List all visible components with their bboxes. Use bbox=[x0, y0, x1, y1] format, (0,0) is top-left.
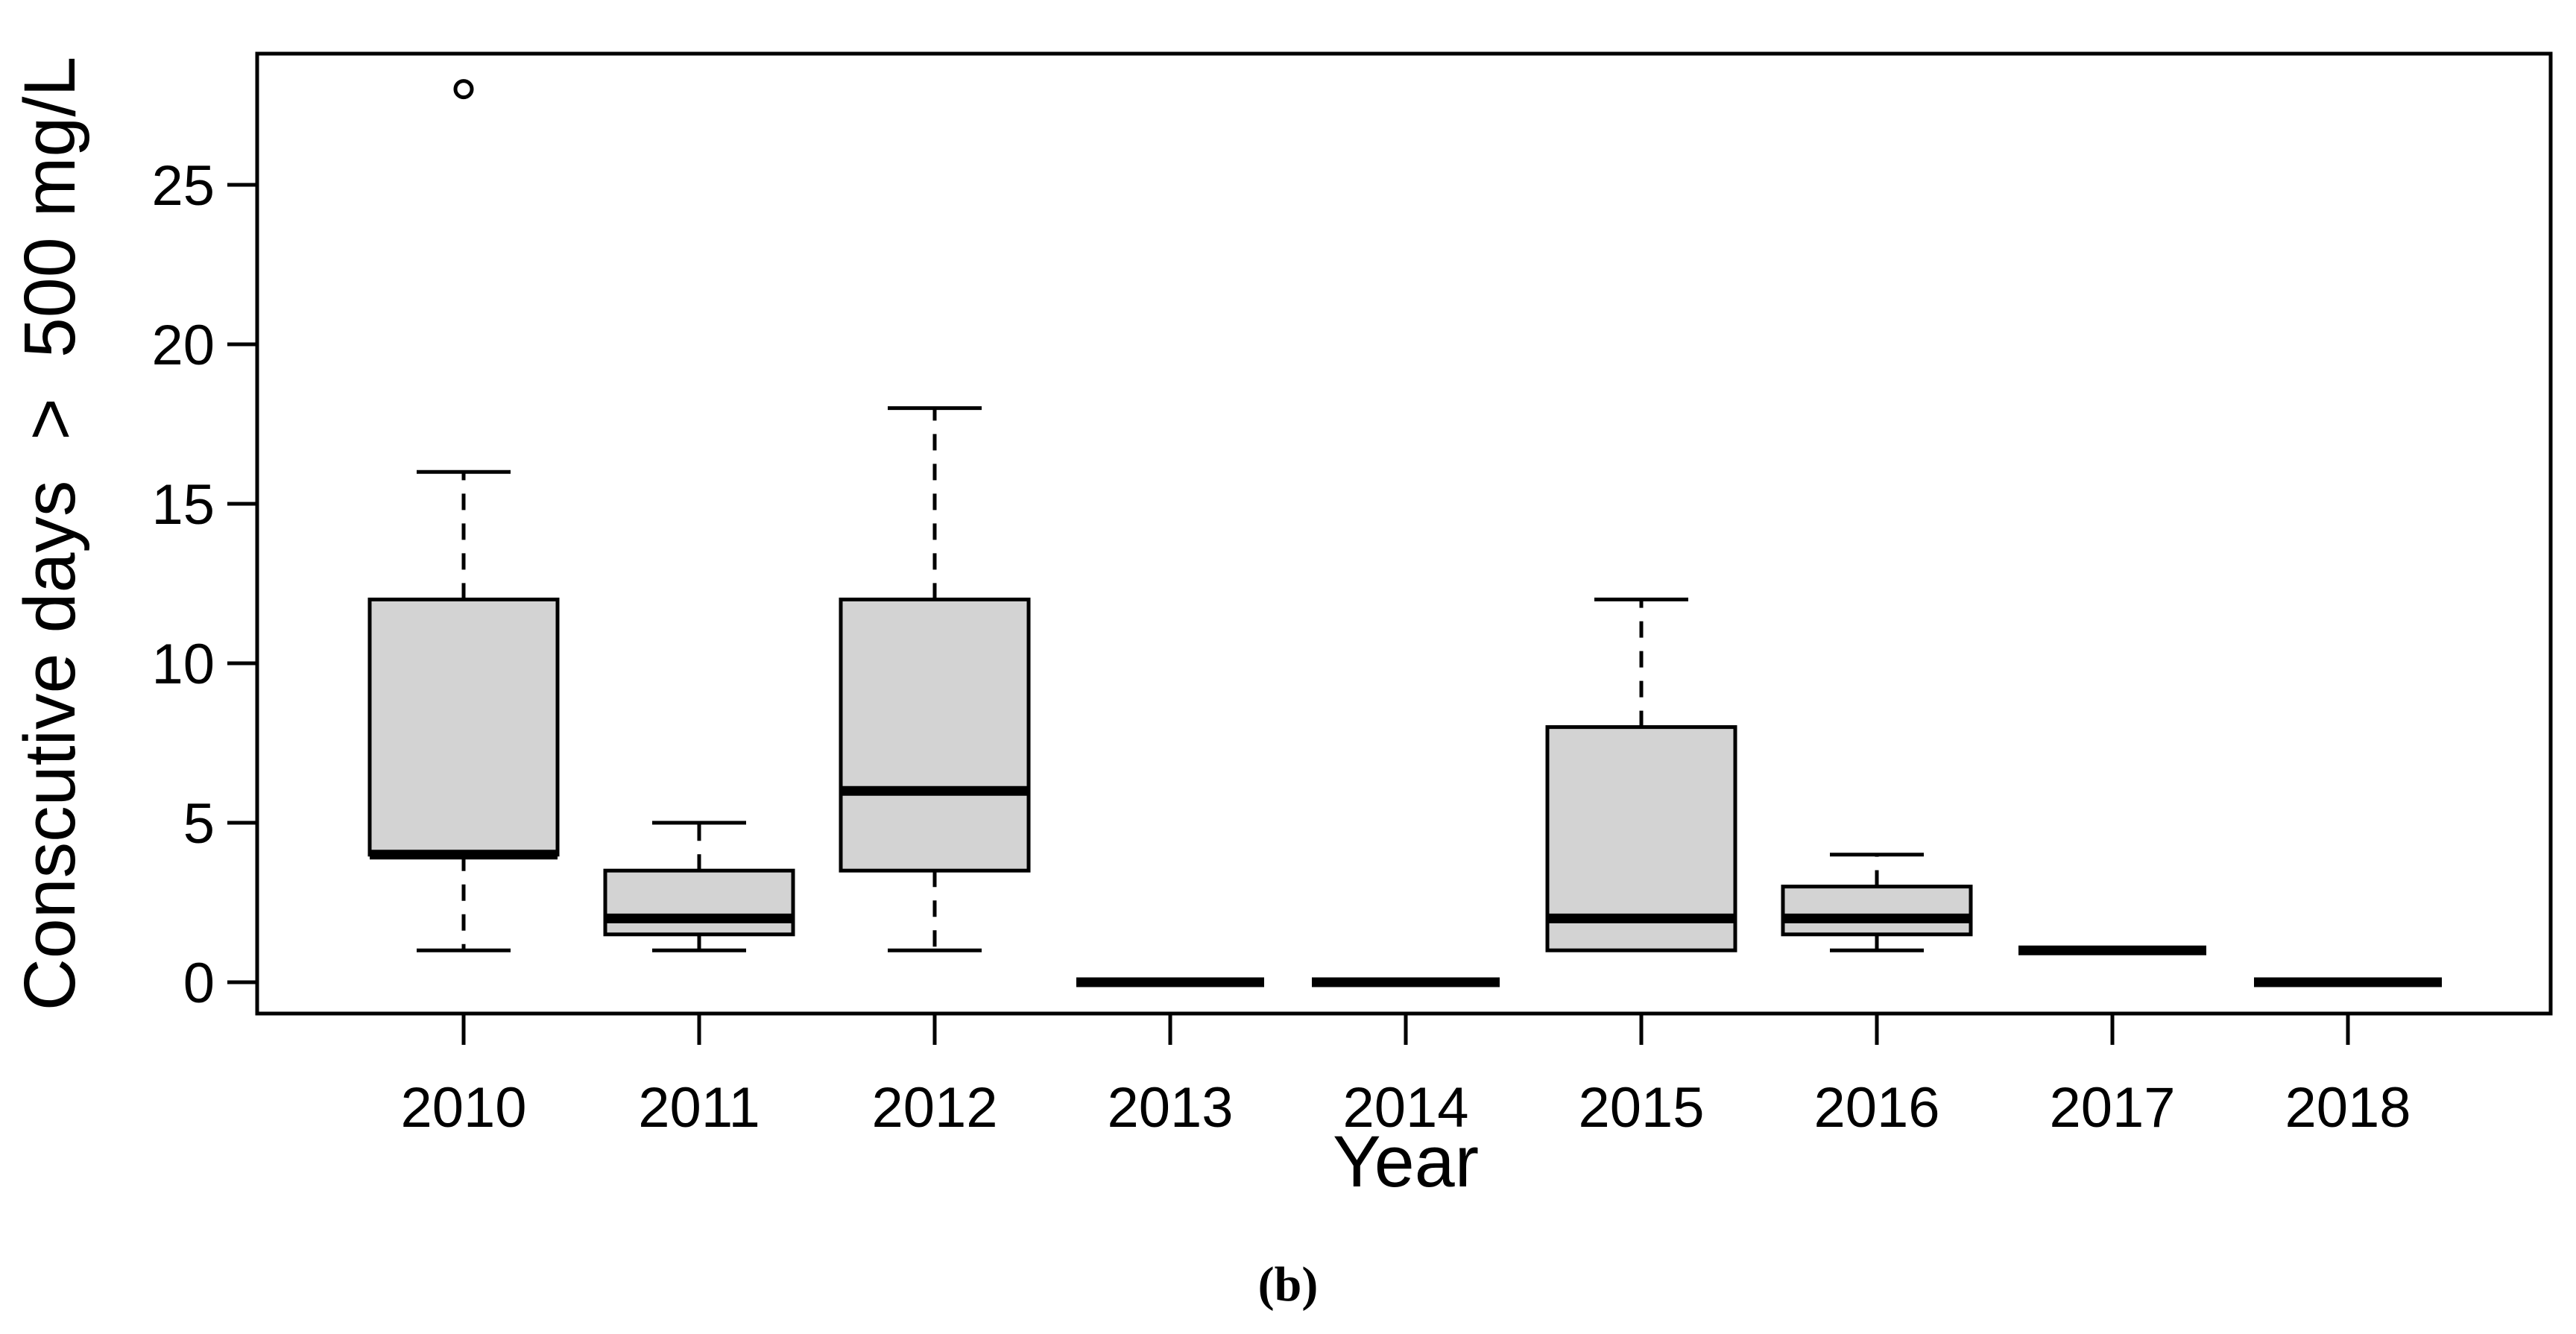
y-axis-title: Conscutive days > 500 mg/L bbox=[9, 57, 90, 1011]
iqr-box-2010 bbox=[367, 597, 560, 857]
boxplot-2011 bbox=[603, 821, 795, 952]
boxplot-2010 bbox=[367, 79, 560, 952]
boxplot-2016 bbox=[1781, 853, 1973, 952]
y-tick-label-20: 20 bbox=[151, 314, 215, 377]
boxplot-2015 bbox=[1545, 597, 1737, 952]
x-axis: 2010 2011 2012 2013 2014 2015 2016 2017 2018 bbox=[400, 1014, 2411, 1139]
x-tick-label-2017: 2017 bbox=[2049, 1076, 2175, 1139]
outlier-point-2010-0 bbox=[453, 79, 474, 100]
plot-border bbox=[255, 51, 2553, 1016]
x-tick-label-2015: 2015 bbox=[1578, 1076, 1704, 1139]
y-tick-label-25: 25 bbox=[151, 154, 215, 218]
x-tick-label-2010: 2010 bbox=[400, 1076, 526, 1139]
x-tick-label-2013: 2013 bbox=[1107, 1076, 1233, 1139]
x-tick-label-2011: 2011 bbox=[638, 1076, 760, 1139]
x-axis-title: Year bbox=[1333, 1121, 1479, 1202]
iqr-box-2012 bbox=[839, 597, 1031, 873]
y-tick-label-5: 5 bbox=[183, 792, 215, 856]
y-tick-label-10: 10 bbox=[151, 633, 215, 696]
figure-caption: (b) bbox=[1258, 1257, 1319, 1312]
iqr-box-2015 bbox=[1545, 725, 1737, 952]
x-tick-label-2014: 2014 bbox=[1342, 1076, 1468, 1139]
x-tick-label-2018: 2018 bbox=[2285, 1076, 2411, 1139]
iqr-box-2016 bbox=[1781, 885, 1973, 937]
boxplot-series-group bbox=[367, 79, 2442, 987]
y-tick-label-15: 15 bbox=[151, 473, 215, 537]
y-tick-label-0: 0 bbox=[183, 952, 215, 1015]
boxplot-2012 bbox=[839, 406, 1031, 952]
x-tick-label-2016: 2016 bbox=[1813, 1076, 1939, 1139]
x-tick-label-2012: 2012 bbox=[871, 1076, 997, 1139]
iqr-box-2011 bbox=[603, 868, 795, 937]
y-axis: 0 5 10 15 20 25 bbox=[151, 154, 257, 1015]
